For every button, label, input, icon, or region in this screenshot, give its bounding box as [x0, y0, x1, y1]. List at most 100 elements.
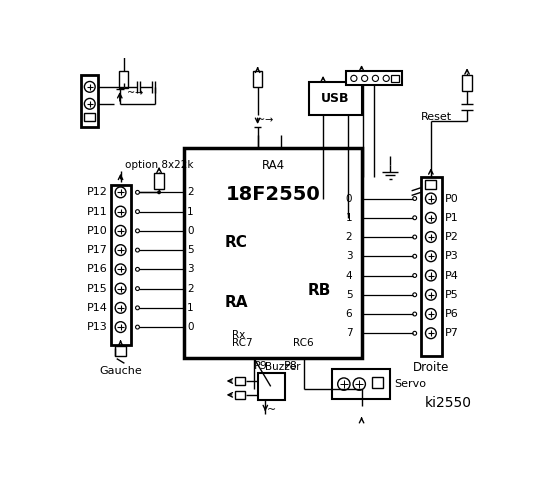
- Bar: [462, 74, 472, 92]
- Circle shape: [338, 378, 350, 390]
- Bar: [85, 113, 95, 121]
- Circle shape: [115, 322, 126, 333]
- Text: USB: USB: [321, 92, 349, 105]
- Circle shape: [372, 75, 378, 82]
- Circle shape: [425, 328, 436, 339]
- Bar: [372, 377, 383, 388]
- Circle shape: [115, 226, 126, 236]
- Circle shape: [413, 293, 416, 297]
- Text: P11: P11: [87, 206, 107, 216]
- Text: 0: 0: [187, 322, 194, 332]
- Bar: [258, 373, 285, 400]
- Text: P15: P15: [87, 284, 107, 294]
- Bar: [234, 377, 246, 385]
- Text: RC6: RC6: [293, 338, 314, 348]
- Text: RC7: RC7: [232, 338, 253, 348]
- Text: 2: 2: [346, 232, 352, 242]
- Text: ki2550: ki2550: [424, 396, 471, 409]
- Bar: [346, 72, 401, 85]
- Circle shape: [413, 216, 416, 220]
- Text: P9: P9: [254, 360, 268, 371]
- Text: Droite: Droite: [413, 360, 449, 373]
- Text: Gauche: Gauche: [99, 366, 142, 376]
- Bar: [309, 82, 362, 115]
- Text: P14: P14: [87, 303, 107, 313]
- Circle shape: [157, 191, 161, 194]
- Text: Buzzer: Buzzer: [265, 362, 301, 372]
- Circle shape: [135, 191, 139, 194]
- Bar: [391, 74, 399, 82]
- Text: P8: P8: [284, 360, 298, 371]
- Text: 2: 2: [187, 187, 194, 197]
- Text: P10: P10: [87, 226, 107, 236]
- Circle shape: [85, 82, 95, 92]
- Text: ~→: ~→: [128, 88, 144, 98]
- Circle shape: [413, 274, 416, 277]
- Text: 1: 1: [187, 206, 194, 216]
- Text: RB: RB: [307, 283, 331, 299]
- Circle shape: [135, 267, 139, 271]
- Circle shape: [425, 251, 436, 262]
- Bar: [154, 173, 164, 189]
- Text: RA4: RA4: [262, 159, 285, 172]
- Bar: [234, 391, 246, 399]
- Bar: [111, 185, 132, 345]
- Text: P7: P7: [445, 328, 458, 338]
- Circle shape: [425, 212, 436, 223]
- Circle shape: [413, 331, 416, 335]
- Bar: [421, 177, 442, 356]
- Text: 0: 0: [187, 226, 194, 236]
- Text: Reset: Reset: [420, 112, 452, 122]
- Text: ~: ~: [267, 405, 276, 415]
- Circle shape: [135, 248, 139, 252]
- Circle shape: [135, 210, 139, 214]
- Bar: [119, 71, 128, 88]
- Text: RA: RA: [225, 295, 248, 310]
- Text: P6: P6: [445, 309, 458, 319]
- Circle shape: [115, 302, 126, 313]
- Circle shape: [425, 289, 436, 300]
- Text: 2: 2: [187, 284, 194, 294]
- Circle shape: [115, 245, 126, 255]
- Text: 4: 4: [346, 271, 352, 280]
- Circle shape: [85, 98, 95, 109]
- Text: 1: 1: [346, 213, 352, 223]
- Text: P1: P1: [445, 213, 458, 223]
- Circle shape: [115, 206, 126, 217]
- Bar: [115, 347, 126, 356]
- Text: option 8x22k: option 8x22k: [125, 160, 194, 170]
- Circle shape: [115, 264, 126, 275]
- Bar: [185, 148, 362, 358]
- Circle shape: [135, 229, 139, 233]
- Text: P4: P4: [445, 271, 458, 280]
- Circle shape: [383, 75, 389, 82]
- Circle shape: [413, 312, 416, 316]
- Circle shape: [135, 325, 139, 329]
- Circle shape: [115, 187, 126, 198]
- Circle shape: [115, 283, 126, 294]
- Text: 3: 3: [346, 251, 352, 261]
- Text: P13: P13: [87, 322, 107, 332]
- Text: 5: 5: [187, 245, 194, 255]
- Bar: [332, 370, 390, 399]
- Circle shape: [413, 235, 416, 239]
- Text: 7: 7: [346, 328, 352, 338]
- Text: RC: RC: [225, 235, 247, 250]
- Text: P12: P12: [87, 187, 107, 197]
- Text: Servo: Servo: [394, 379, 426, 389]
- Circle shape: [135, 287, 139, 290]
- Text: 18F2550: 18F2550: [226, 185, 320, 204]
- Bar: [253, 72, 262, 87]
- Text: P5: P5: [445, 290, 458, 300]
- Text: 0: 0: [346, 193, 352, 204]
- Text: P0: P0: [445, 193, 458, 204]
- Circle shape: [425, 193, 436, 204]
- Circle shape: [425, 270, 436, 281]
- Circle shape: [425, 232, 436, 242]
- Circle shape: [353, 378, 366, 390]
- Text: P17: P17: [87, 245, 107, 255]
- Text: 3: 3: [187, 264, 194, 275]
- Circle shape: [413, 197, 416, 201]
- Circle shape: [413, 254, 416, 258]
- Circle shape: [351, 75, 357, 82]
